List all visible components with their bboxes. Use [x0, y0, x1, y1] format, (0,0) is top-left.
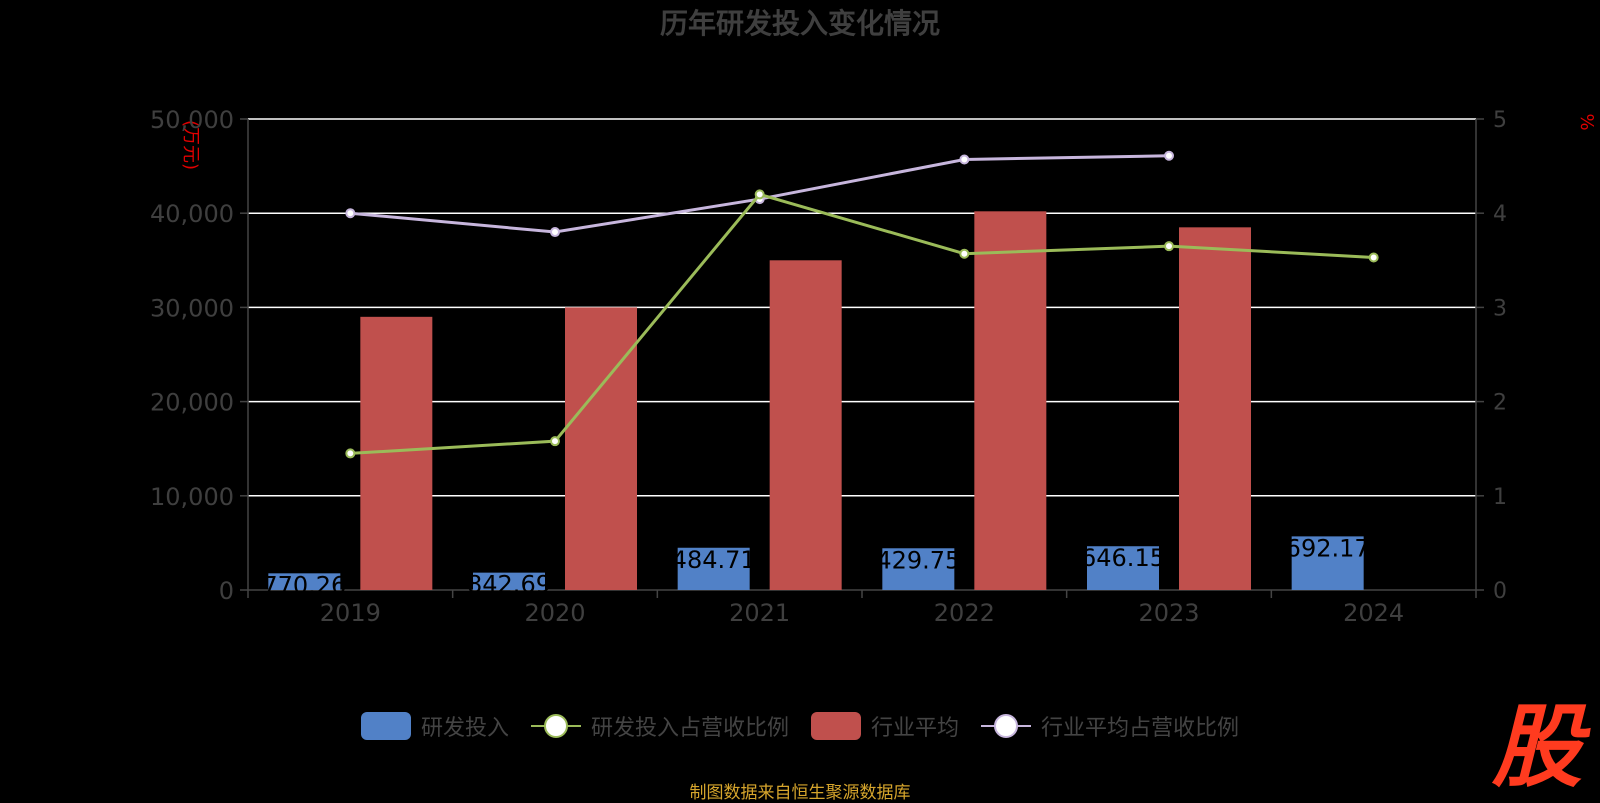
- bar-label-rd-2019: 770.26: [262, 571, 346, 599]
- bar-rd-2022: [882, 548, 955, 590]
- point-rd-ratio: [754, 189, 765, 200]
- right-tick-label: 2: [1493, 391, 1507, 416]
- legend-label-rd-ratio: 研发投入占营收比例: [590, 716, 789, 741]
- bar-rd-2020: [473, 572, 545, 590]
- lines: [345, 150, 1379, 459]
- right-tick-label: 5: [1493, 108, 1507, 133]
- bar-label-rd-2021: 484.71: [672, 546, 756, 574]
- point-rd-ratio: [1164, 241, 1174, 252]
- point-rd-ratio: [345, 448, 356, 459]
- point-rd-ratio: [959, 248, 970, 259]
- point-industry-ratio: [959, 154, 970, 165]
- bar-label-rd-2023: 646.15: [1081, 544, 1165, 572]
- x-tick-label: 2024: [1343, 599, 1404, 627]
- left-tick-label: 30,000: [150, 294, 234, 322]
- point-rd-ratio: [1368, 252, 1379, 263]
- chart-title: 历年研发投入变化情况: [660, 7, 940, 40]
- right-tick-label: 0: [1493, 579, 1507, 604]
- x-tick-label: 2023: [1138, 599, 1199, 627]
- legend-swatch-industry-ratio: [981, 714, 1032, 738]
- point-rd-ratio: [550, 436, 560, 447]
- point-industry-ratio: [550, 227, 560, 238]
- right-axis-unit: %: [1576, 113, 1597, 130]
- legend-item-industry[interactable]: 行业平均: [811, 710, 959, 742]
- legend-swatch-rd-ratio: [530, 714, 581, 738]
- brand-logo: 股: [1492, 695, 1582, 800]
- legend-label-industry: 行业平均: [871, 716, 960, 741]
- x-tick-label: 2022: [934, 599, 995, 627]
- bar-rd-2021: [677, 547, 750, 590]
- bars: [268, 211, 1364, 591]
- right-tick-label: 1: [1493, 485, 1507, 510]
- x-tick-label: 2020: [524, 599, 585, 627]
- left-tick-label: 0: [219, 577, 234, 605]
- x-tick-label: 2019: [320, 599, 381, 627]
- line-rd-ratio: [350, 192, 1374, 455]
- point-industry-ratio: [1164, 150, 1174, 161]
- bar-label-rd-2022: 429.75: [876, 546, 960, 574]
- left-tick-label: 40,000: [150, 200, 234, 228]
- legend-label-rd: 研发投入: [420, 716, 509, 741]
- bar-industry-2020: [565, 307, 637, 590]
- legend-item-rd-ratio[interactable]: 研发投入占营收比例: [530, 710, 789, 742]
- bar-industry-2023: [1179, 227, 1251, 590]
- legend: 研发投入 研发投入占营收比例 行业平均 行业平均占营收比例: [0, 706, 1600, 746]
- data-source-note: 制图数据来自恒生聚源数据库: [689, 783, 911, 803]
- legend-swatch-industry: [811, 712, 861, 740]
- left-tick-label: 50,000: [150, 106, 234, 134]
- gridlines: [248, 118, 1476, 497]
- right-tick-label: 4: [1493, 202, 1507, 227]
- legend-swatch-rd: [360, 712, 411, 740]
- bar-rd-2024: [1291, 536, 1364, 590]
- left-tick-label: 10,000: [150, 483, 234, 511]
- bar-rd-2019: [268, 573, 341, 590]
- left-axis-unit: (万元): [180, 120, 201, 170]
- legend-label-industry-ratio: 行业平均占营收比例: [1041, 716, 1240, 741]
- point-industry-ratio: [345, 208, 356, 219]
- right-tick-label: 3: [1493, 296, 1507, 321]
- x-tick-label: 2021: [729, 599, 790, 627]
- bar-labels: 770.26 842.69 484.71 429.75 646.15 692.17: [262, 534, 1369, 599]
- bar-label-rd-2020: 842.69: [467, 571, 551, 599]
- legend-item-industry-ratio[interactable]: 行业平均占营收比例: [981, 710, 1239, 742]
- bar-industry-2022: [974, 211, 1047, 591]
- left-tick-label: 20,000: [150, 389, 234, 417]
- bar-label-rd-2024: 692.17: [1286, 534, 1370, 562]
- bar-industry-2021: [769, 260, 842, 590]
- bar-rd-2023: [1087, 546, 1159, 590]
- legend-item-rd[interactable]: 研发投入: [360, 710, 509, 742]
- axes: 0 10,000 20,000 30,000 40,000 50,000 0 1 2 3 4 5 201…: [150, 106, 1507, 627]
